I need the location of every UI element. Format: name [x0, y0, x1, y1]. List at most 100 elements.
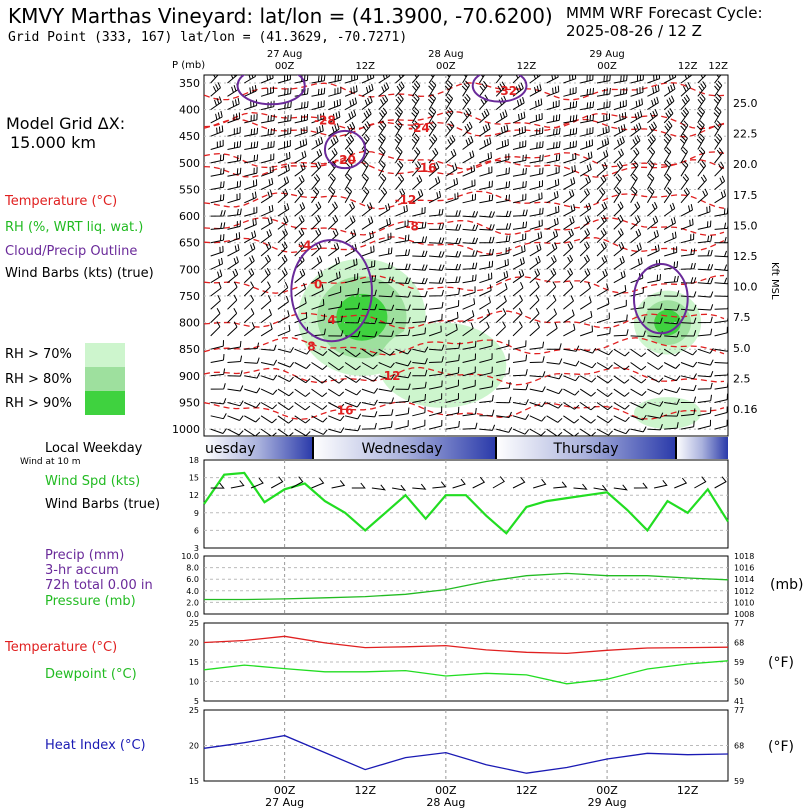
wind-barb — [378, 107, 388, 124]
wind-barb — [479, 122, 491, 137]
surface-wind-barb — [351, 482, 366, 489]
wind-barb — [496, 247, 510, 257]
wind-barb — [563, 295, 574, 310]
forecast-cycle-value: 2025-08-26 / 12 Z — [566, 22, 702, 40]
wind-barb — [277, 188, 289, 204]
wind-barb — [428, 134, 438, 150]
model-grid-label: Model Grid ΔX: — [6, 114, 126, 133]
wind-barb — [596, 402, 613, 411]
wind-barb — [580, 75, 594, 84]
wind-barb — [697, 382, 713, 390]
pressure-unit-label: (mb) — [770, 577, 804, 593]
wind-barb — [697, 75, 707, 84]
surface-wind-barb — [392, 484, 407, 491]
pressure-tick-label: 6.0 — [186, 575, 199, 584]
wind-barb — [680, 373, 697, 380]
temperature-series-line — [203, 635, 729, 655]
wind-barb — [663, 202, 676, 217]
wind-barb — [613, 270, 626, 284]
wind-barb — [361, 411, 378, 418]
wind-barb — [529, 401, 546, 408]
wind-barb — [445, 311, 459, 324]
wind-barb — [630, 375, 647, 384]
wind-barb — [428, 147, 439, 164]
wind-barb — [496, 181, 511, 190]
wind-barb — [714, 381, 728, 390]
wind-barb — [546, 268, 557, 284]
wind-barb — [328, 111, 341, 124]
temperature-right-tick-label: 77 — [734, 619, 744, 628]
wind-barb — [512, 340, 527, 350]
wind-barb — [462, 379, 476, 390]
wind-barb — [663, 173, 672, 190]
wind-barb — [529, 154, 544, 164]
wind-barb — [260, 229, 272, 244]
wind-barb — [512, 399, 529, 406]
wind-barb — [579, 202, 592, 217]
wind-barb — [529, 341, 545, 350]
wind-barb — [663, 216, 676, 230]
wind-barb — [579, 375, 597, 383]
wind-barb — [445, 406, 460, 417]
wind-barb — [546, 358, 563, 365]
surface-wind-barb — [512, 476, 526, 489]
wind-barb — [680, 277, 697, 284]
wind-barb — [462, 262, 478, 270]
wind-barb — [697, 235, 713, 244]
surface-wind-barb — [653, 479, 668, 489]
wind-barb — [647, 244, 660, 257]
wind-barb — [412, 393, 426, 403]
wind-barb — [277, 215, 289, 230]
temperature-label: -20 — [334, 153, 356, 167]
wind-barb — [462, 121, 473, 137]
wind-barb — [596, 149, 609, 164]
wind-barb — [697, 205, 711, 217]
wind-barb — [462, 408, 477, 417]
wind-barb — [546, 100, 560, 111]
surface-wind-barb — [412, 483, 427, 490]
wind-barb — [714, 326, 728, 337]
wind-barb — [344, 85, 358, 97]
wind-barb — [311, 136, 324, 150]
wind-barb — [479, 409, 495, 417]
wind-barb — [244, 206, 258, 217]
wind-barb — [680, 160, 689, 177]
wind-barb — [210, 354, 225, 363]
temperature-label: 8 — [307, 340, 315, 354]
wind-barb — [579, 282, 591, 297]
wind-barb — [596, 312, 610, 324]
wind-barb — [529, 127, 544, 137]
wind-barb — [512, 140, 527, 150]
wind-barb — [412, 236, 428, 244]
wind-barb — [277, 228, 288, 244]
wind-barb — [445, 237, 462, 245]
wind-barb — [361, 202, 373, 217]
wind-barb — [327, 186, 336, 204]
wind-barb — [378, 218, 391, 230]
wind-barb — [445, 276, 461, 284]
bottom-time-tick-label: 00Z — [274, 784, 296, 797]
heat-index-right-tick-label: 59 — [734, 777, 744, 786]
wind-barb — [344, 97, 357, 111]
wind-barb — [529, 219, 543, 230]
wind-barb — [529, 84, 542, 97]
wind-barb — [529, 207, 544, 217]
wind-barb — [361, 348, 378, 357]
wind-barb — [563, 309, 575, 324]
wind-barb — [344, 75, 358, 84]
surface-wind-barb — [633, 482, 648, 489]
wind-barb — [563, 177, 576, 190]
wind-barb — [429, 208, 444, 217]
wind-barb — [663, 147, 672, 164]
wind-barb — [596, 362, 613, 370]
wind-barb — [395, 205, 408, 217]
wind-barb — [546, 388, 563, 395]
wind-barb — [680, 120, 689, 137]
wind-barb — [395, 360, 412, 367]
wind-barb — [479, 380, 494, 390]
wind-barb — [277, 176, 290, 190]
wind-barb — [714, 305, 728, 310]
wind-barb — [428, 80, 437, 97]
wind-barb — [445, 107, 454, 124]
